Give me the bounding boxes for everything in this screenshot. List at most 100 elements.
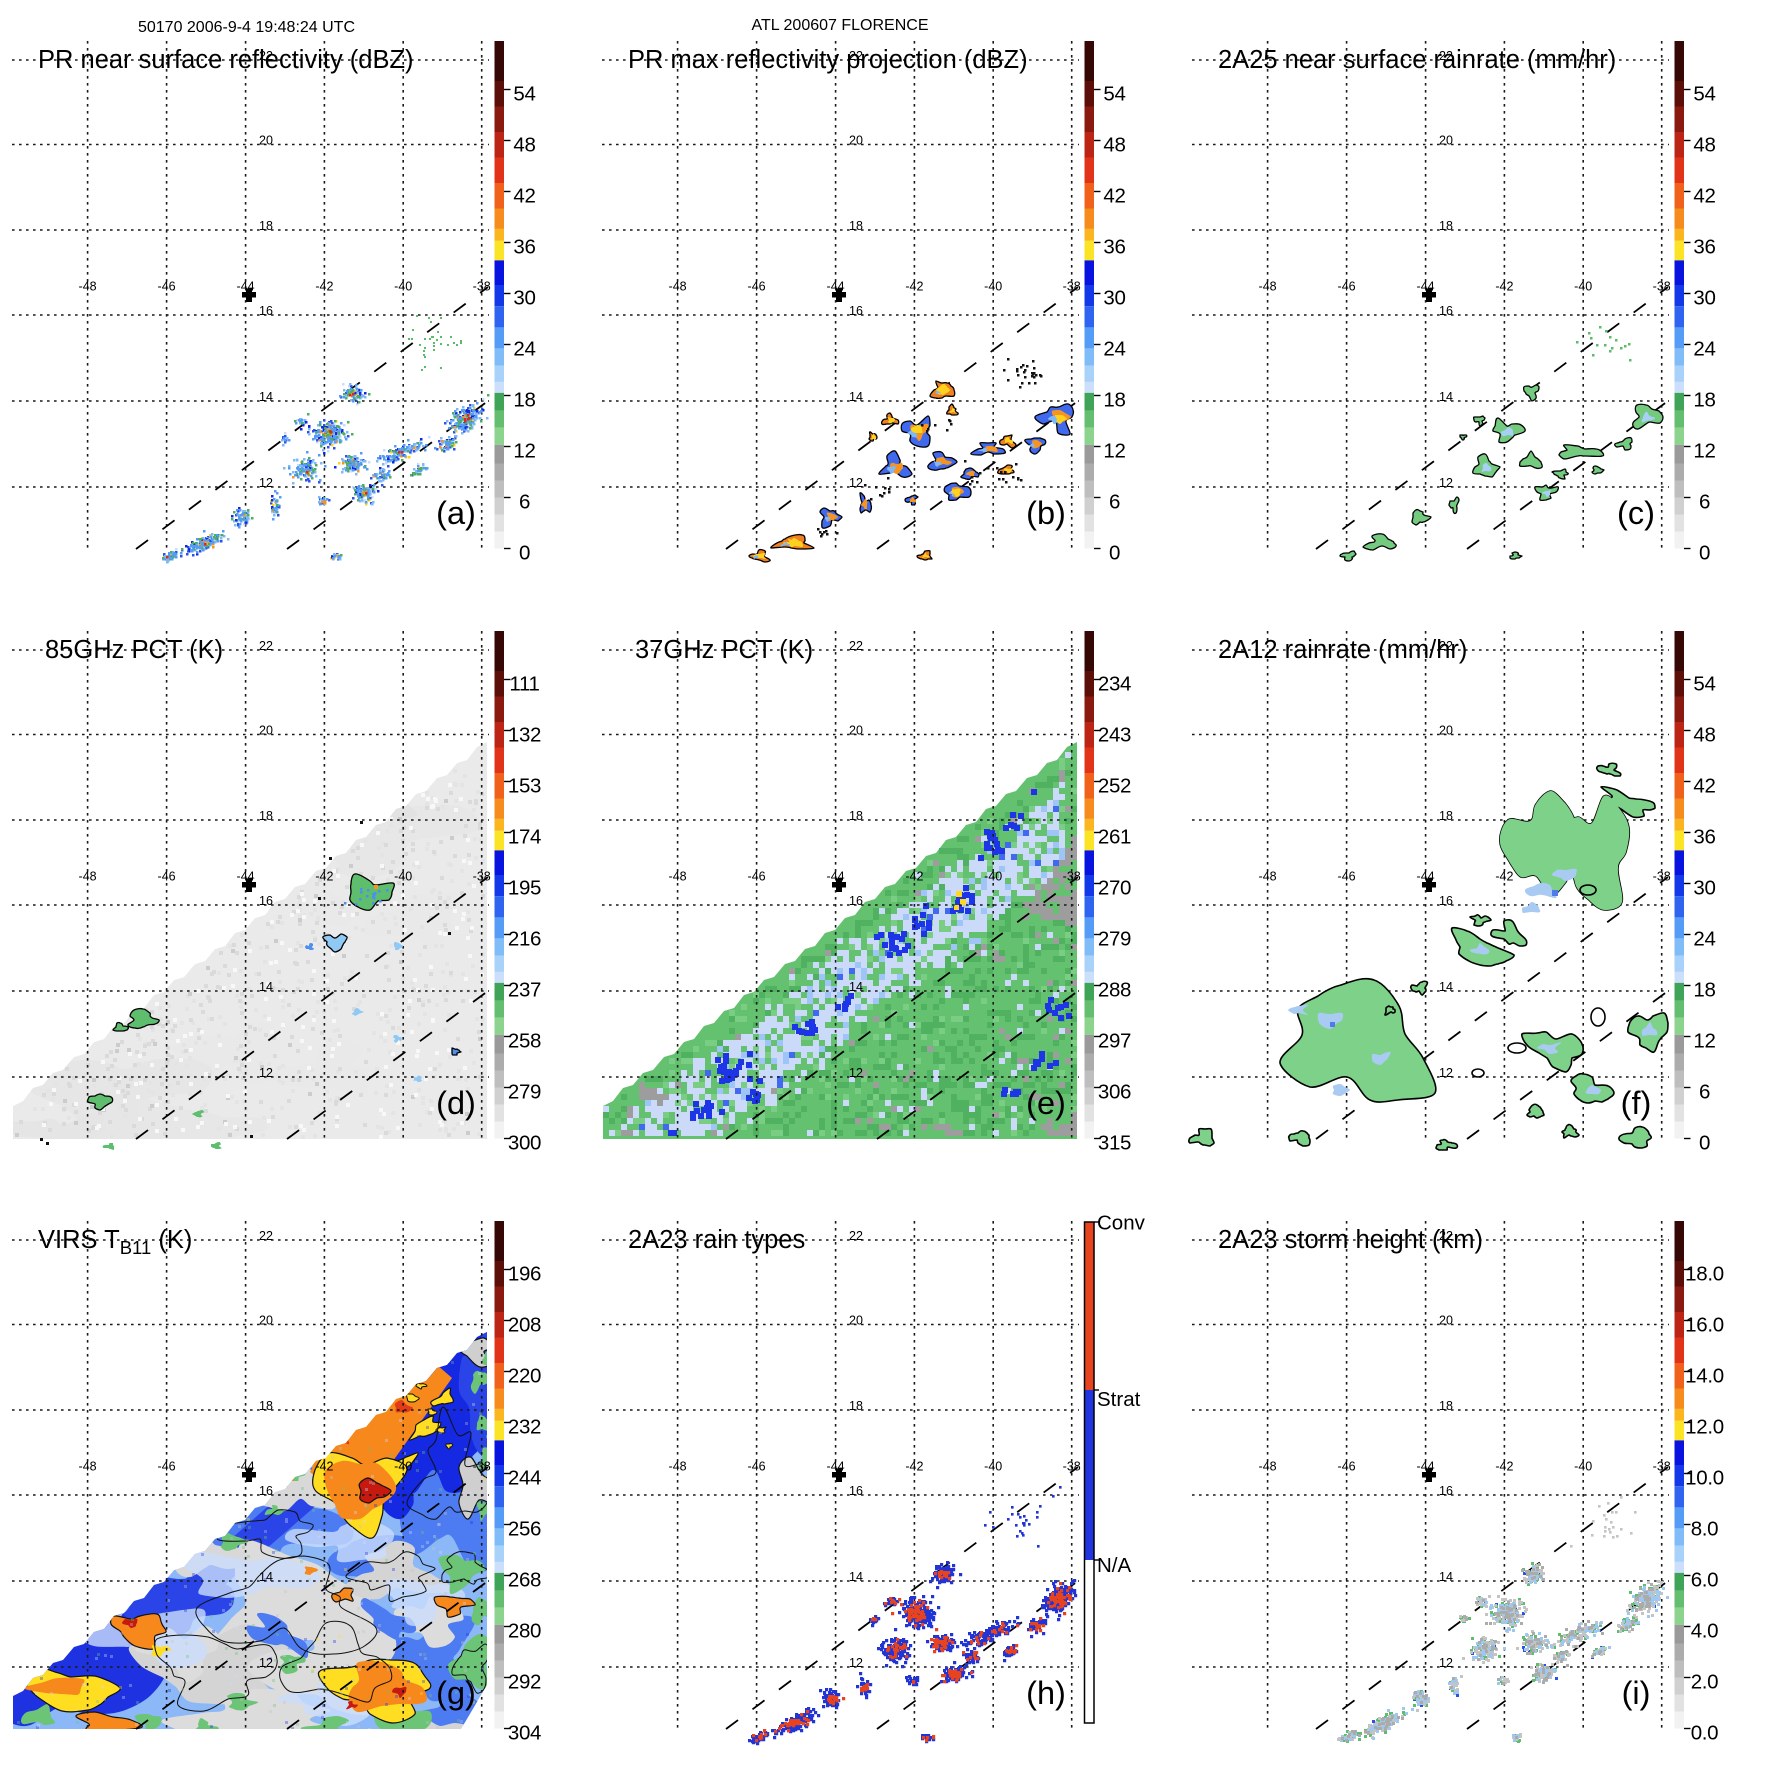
svg-text:18: 18: [513, 389, 535, 412]
svg-text:18: 18: [259, 809, 273, 823]
svg-text:280: 280: [508, 1620, 541, 1643]
svg-text:18.0: 18.0: [1685, 1263, 1724, 1286]
svg-text:-38: -38: [1653, 1460, 1671, 1474]
svg-text:14: 14: [259, 1570, 273, 1584]
svg-text:12: 12: [1103, 440, 1125, 463]
svg-text:12.0: 12.0: [1685, 1416, 1724, 1439]
svg-text:-40: -40: [394, 1460, 412, 1474]
svg-text:12: 12: [1693, 1030, 1715, 1053]
svg-text:2A23 storm height (km): 2A23 storm height (km): [1218, 1226, 1483, 1254]
svg-text:2A25 near surface rainrate (mm: 2A25 near surface rainrate (mm/hr): [1218, 46, 1616, 74]
svg-text:-42: -42: [1495, 1460, 1513, 1474]
svg-text:-46: -46: [1338, 280, 1356, 294]
svg-text:42: 42: [513, 185, 535, 208]
svg-text:-42: -42: [1495, 870, 1513, 884]
svg-text:195: 195: [508, 877, 541, 900]
svg-text:20: 20: [1439, 134, 1453, 148]
svg-text:(h): (h): [1026, 1675, 1066, 1711]
svg-text:20: 20: [259, 724, 273, 738]
svg-text:-48: -48: [79, 1460, 97, 1474]
svg-text:(a): (a): [436, 495, 476, 531]
svg-text:20: 20: [1439, 724, 1453, 738]
svg-text:54: 54: [1693, 673, 1715, 696]
svg-text:-40: -40: [984, 1460, 1002, 1474]
svg-text:-40: -40: [984, 870, 1002, 884]
svg-text:(i): (i): [1622, 1675, 1651, 1711]
svg-text:16: 16: [1439, 894, 1453, 908]
svg-text:216: 216: [508, 928, 541, 951]
svg-text:30: 30: [1103, 287, 1125, 310]
svg-text:20: 20: [259, 134, 273, 148]
svg-text:PR near surface reflectivity (: PR near surface reflectivity (dBZ): [38, 46, 414, 74]
svg-text:14: 14: [849, 1570, 863, 1584]
svg-text:37GHz PCT (K): 37GHz PCT (K): [635, 636, 813, 664]
svg-text:6: 6: [1699, 1081, 1710, 1104]
svg-text:54: 54: [513, 83, 535, 106]
svg-text:16.0: 16.0: [1685, 1314, 1724, 1337]
svg-text:-46: -46: [1338, 1460, 1356, 1474]
svg-text:(c): (c): [1617, 495, 1655, 531]
svg-text:18: 18: [1439, 809, 1453, 823]
svg-text:2A12 rainrate (mm/hr): 2A12 rainrate (mm/hr): [1218, 636, 1467, 664]
svg-text:ATL 200607 FLORENCE: ATL 200607 FLORENCE: [752, 17, 929, 34]
svg-text:-46: -46: [158, 1460, 176, 1474]
svg-text:16: 16: [1439, 304, 1453, 318]
svg-text:243: 243: [1098, 724, 1131, 747]
svg-text:PR max reflectivity projection: PR max reflectivity projection (dBZ): [628, 46, 1028, 74]
svg-text:20: 20: [849, 1314, 863, 1328]
svg-text:-46: -46: [748, 870, 766, 884]
svg-text:-38: -38: [473, 1460, 491, 1474]
svg-text:Conv: Conv: [1097, 1212, 1146, 1235]
svg-text:36: 36: [1693, 236, 1715, 259]
svg-text:14: 14: [1439, 390, 1453, 404]
svg-text:36: 36: [1103, 236, 1125, 259]
svg-text:-38: -38: [1063, 1460, 1081, 1474]
svg-text:24: 24: [513, 338, 535, 361]
svg-text:(b): (b): [1026, 495, 1066, 531]
svg-text:14: 14: [849, 390, 863, 404]
svg-text:-38: -38: [1063, 280, 1081, 294]
svg-text:0: 0: [1699, 542, 1710, 565]
svg-text:48: 48: [513, 134, 535, 157]
svg-text:22: 22: [1439, 49, 1453, 63]
svg-text:12: 12: [259, 1066, 273, 1080]
svg-text:-42: -42: [905, 1460, 923, 1474]
svg-text:-48: -48: [79, 870, 97, 884]
svg-text:14: 14: [1439, 1570, 1453, 1584]
svg-text:12: 12: [1439, 476, 1453, 490]
svg-text:12: 12: [849, 1066, 863, 1080]
svg-text:18: 18: [259, 1399, 273, 1413]
svg-text:18: 18: [259, 219, 273, 233]
svg-text:-48: -48: [79, 280, 97, 294]
svg-text:-48: -48: [1259, 1460, 1277, 1474]
svg-text:14: 14: [1439, 980, 1453, 994]
svg-text:48: 48: [1693, 134, 1715, 157]
svg-text:24: 24: [1693, 928, 1715, 951]
svg-text:153: 153: [508, 775, 541, 798]
svg-text:54: 54: [1103, 83, 1125, 106]
svg-text:174: 174: [508, 826, 541, 849]
svg-text:2A23 rain types: 2A23 rain types: [628, 1226, 805, 1254]
svg-text:22: 22: [849, 639, 863, 653]
svg-text:297: 297: [1098, 1030, 1131, 1053]
svg-text:111: 111: [509, 673, 539, 696]
svg-text:-42: -42: [905, 870, 923, 884]
svg-text:14: 14: [259, 390, 273, 404]
svg-text:48: 48: [1103, 134, 1125, 157]
svg-text:10.0: 10.0: [1685, 1467, 1724, 1490]
svg-text:-42: -42: [905, 280, 923, 294]
svg-text:6: 6: [1109, 491, 1120, 514]
svg-text:18: 18: [1439, 1399, 1453, 1413]
svg-text:18: 18: [849, 1399, 863, 1413]
svg-text:-38: -38: [473, 280, 491, 294]
svg-text:(e): (e): [1026, 1085, 1066, 1121]
svg-text:36: 36: [1693, 826, 1715, 849]
svg-text:42: 42: [1693, 185, 1715, 208]
svg-text:306: 306: [1098, 1081, 1131, 1104]
svg-text:18: 18: [1693, 389, 1715, 412]
svg-text:VIRS TB11 (K): VIRS TB11 (K): [38, 1226, 192, 1258]
svg-text:14: 14: [849, 980, 863, 994]
svg-text:279: 279: [508, 1081, 541, 1104]
svg-text:14: 14: [259, 980, 273, 994]
svg-text:24: 24: [1693, 338, 1715, 361]
